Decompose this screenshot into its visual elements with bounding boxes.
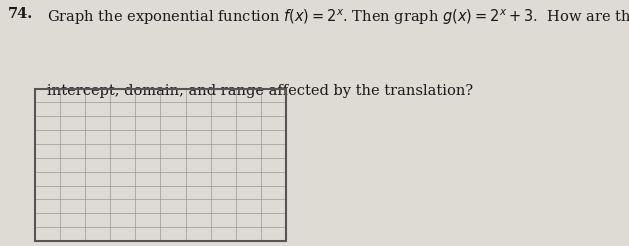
Text: Graph the exponential function $f(x) = 2^x$. Then graph $g(x) = 2^x + 3$.  How a: Graph the exponential function $f(x) = 2…	[47, 7, 629, 27]
Text: intercept, domain, and range affected by the translation?: intercept, domain, and range affected by…	[47, 84, 473, 98]
Text: 74.: 74.	[8, 7, 33, 21]
